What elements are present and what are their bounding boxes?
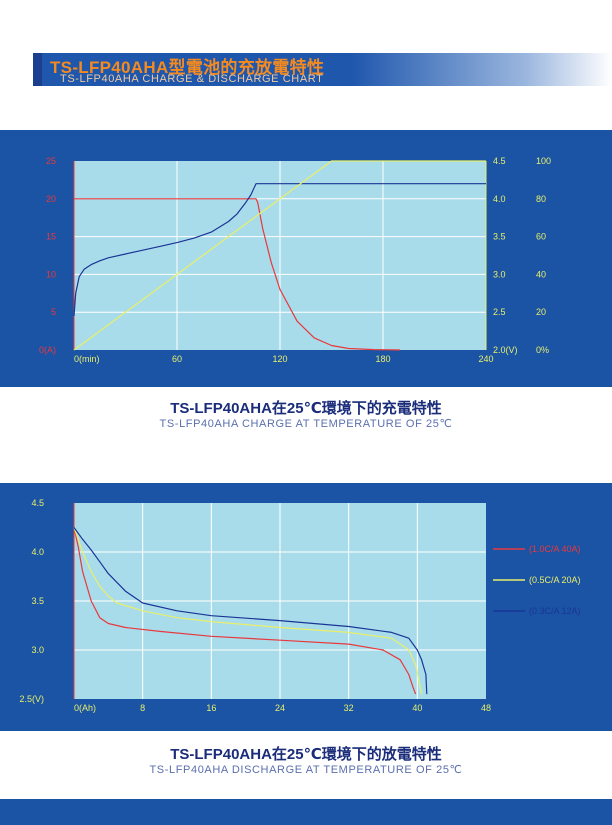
y-tick-label: 3.5	[31, 596, 44, 606]
charge-capacity-line	[73, 160, 486, 351]
discharge-caption-title: TS-LFP40AHA在25℃環境下的放電特性	[170, 746, 442, 763]
y-left-tick-label: 5	[51, 307, 56, 317]
x-tick-label: 240	[478, 354, 493, 364]
y-right-voltage-tick-label: 3.5	[493, 232, 506, 242]
x-tick-label: 16	[206, 703, 216, 713]
discharge-series-line	[73, 527, 417, 695]
x-tick-label: 60	[172, 354, 182, 364]
x-tick-label: 8	[140, 703, 145, 713]
header-accent	[33, 53, 42, 86]
header-bar	[33, 53, 612, 86]
y-right-capacity-tick-label: 60	[536, 232, 546, 242]
y-right-voltage-tick-label: 2.0(V)	[493, 345, 518, 355]
y-left-tick-label: 25	[46, 156, 56, 166]
y-right-voltage-tick-label: 2.5	[493, 307, 506, 317]
legend-label: (0.3C/A 12A)	[529, 606, 581, 616]
discharge-series-line	[73, 527, 428, 695]
y-left-tick-label: 10	[46, 269, 56, 279]
x-tick-label: 180	[375, 354, 390, 364]
charge-caption-band	[0, 387, 612, 437]
charge-voltage-line	[73, 183, 486, 317]
x-tick-label: 32	[344, 703, 354, 713]
y-tick-label: 3.0	[31, 645, 44, 655]
discharge-chart: 2.5(V) 3.0 3.5 4.0 4.5 0(Ah) 8 16 24 32 40 48 (1.0C/…	[19, 498, 581, 713]
x-tick-label: 0(Ah)	[74, 703, 96, 713]
x-tick-label: 0(min)	[74, 354, 100, 364]
legend-label: (0.5C/A 20A)	[529, 575, 581, 585]
y-right-capacity-tick-label: 0%	[536, 345, 549, 355]
x-tick-label: 120	[272, 354, 287, 364]
y-right-capacity-tick-label: 80	[536, 194, 546, 204]
x-tick-label: 48	[481, 703, 491, 713]
y-right-voltage-tick-label: 4.5	[493, 156, 506, 166]
bottom-panel	[0, 799, 612, 825]
charge-chart: 0(A) 5 10 15 20 25 2.0(V) 2.5 3.0 3.5 4.0 4.5 0% 20 40…	[39, 156, 551, 364]
y-left-tick-label: 0(A)	[39, 345, 56, 355]
charge-current-line	[74, 198, 401, 351]
charge-caption-subtitle: TS-LFP40AHA CHARGE AT TEMPERATURE OF 25℃	[159, 418, 453, 430]
y-tick-label: 2.5(V)	[19, 694, 44, 704]
y-right-capacity-tick-label: 40	[536, 269, 546, 279]
x-tick-label: 40	[412, 703, 422, 713]
discharge-caption-subtitle: TS-LFP40AHA DISCHARGE AT TEMPERATURE OF …	[149, 764, 463, 776]
y-right-capacity-tick-label: 20	[536, 307, 546, 317]
page-title: TS-LFP40AHA型電池的充放電特性	[50, 58, 325, 77]
y-tick-label: 4.0	[31, 547, 44, 557]
y-right-voltage-tick-label: 4.0	[493, 194, 506, 204]
legend-label: (1.0C/A 40A)	[529, 544, 581, 554]
page-subtitle: TS-LFP40AHA CHARGE & DISCHARGE CHART	[60, 73, 324, 85]
y-tick-label: 4.5	[31, 498, 44, 508]
y-right-capacity-tick-label: 100	[536, 156, 551, 166]
y-left-tick-label: 15	[46, 232, 56, 242]
y-right-voltage-tick-label: 3.0	[493, 269, 506, 279]
y-left-tick-label: 20	[46, 194, 56, 204]
x-tick-label: 24	[275, 703, 285, 713]
discharge-caption-band	[0, 731, 612, 799]
discharge-series-line	[73, 527, 423, 695]
charge-caption-title: TS-LFP40AHA在25℃環境下的充電特性	[170, 400, 442, 417]
